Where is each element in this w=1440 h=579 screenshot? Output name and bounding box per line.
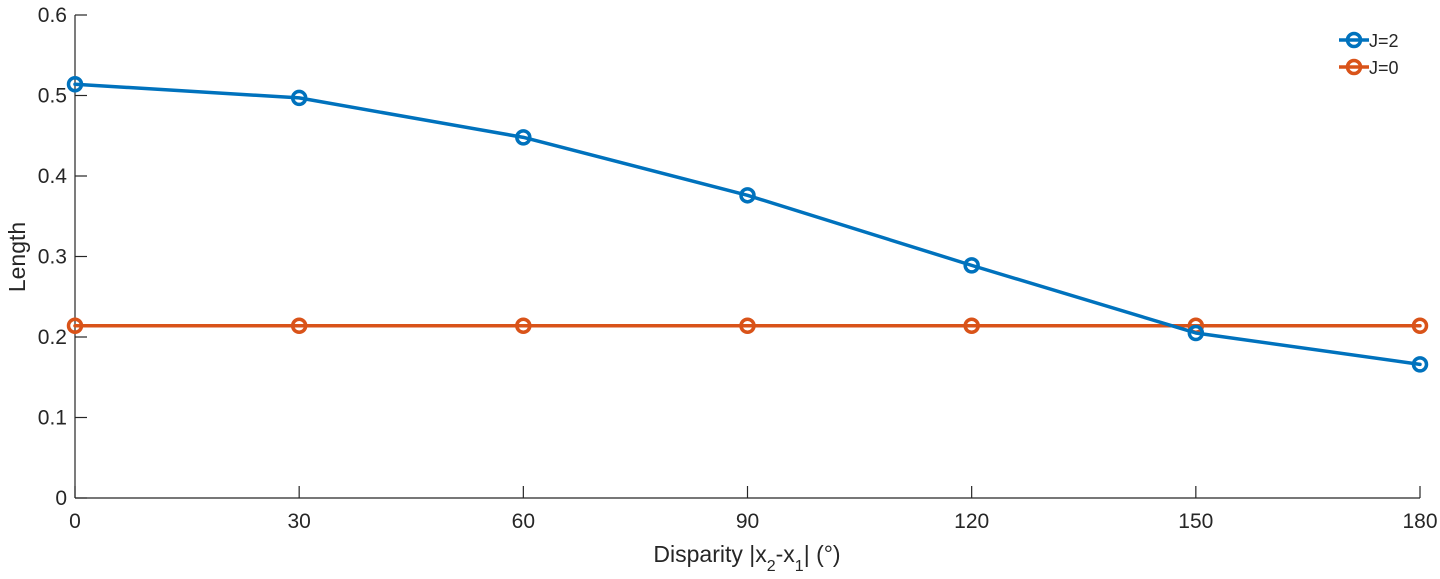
x-axis-title-suffix: | (°) bbox=[804, 541, 841, 567]
y-tick-label: 0.6 bbox=[38, 4, 67, 27]
x-tick-label: 90 bbox=[736, 510, 759, 533]
data-point bbox=[66, 75, 84, 93]
y-tick-label: 0 bbox=[55, 487, 67, 510]
y-axis-title: Length bbox=[4, 222, 30, 292]
x-axis-title-sub-2: 1 bbox=[795, 558, 804, 575]
axes: 0 0.1 0.2 0.3 0.4 0.5 0.6 0 30 60 90 120 150 180 bbox=[38, 4, 1438, 533]
x-tick-label: 150 bbox=[1178, 510, 1213, 533]
series-line bbox=[73, 82, 1422, 367]
x-tick-label: 30 bbox=[287, 510, 310, 533]
data-point bbox=[739, 317, 756, 334]
data-point bbox=[1411, 317, 1429, 334]
data-point bbox=[66, 317, 84, 334]
data-point bbox=[290, 317, 308, 334]
data-point bbox=[739, 187, 756, 204]
legend-item: J=0 bbox=[1339, 58, 1399, 78]
data-point bbox=[963, 257, 980, 274]
data-point bbox=[1187, 324, 1205, 342]
data-point bbox=[963, 317, 980, 334]
data-point bbox=[290, 89, 308, 107]
x-tick-label: 60 bbox=[512, 510, 535, 533]
legend-swatch-marker bbox=[1345, 31, 1363, 49]
plot-series bbox=[66, 75, 1429, 373]
y-tick-label: 0.3 bbox=[38, 246, 67, 269]
legend-swatch-marker bbox=[1345, 58, 1363, 76]
legend: J=2J=0 bbox=[1339, 31, 1399, 78]
data-point bbox=[515, 317, 532, 334]
data-point bbox=[1411, 356, 1429, 373]
x-axis-title: Disparity |x2-x1| (°) bbox=[653, 541, 840, 575]
legend-item: J=2 bbox=[1339, 31, 1399, 51]
x-tick-label: 120 bbox=[954, 510, 989, 533]
y-tick-label: 0.5 bbox=[38, 85, 67, 108]
y-tick-label: 0.2 bbox=[38, 326, 67, 349]
x-tick-label: 0 bbox=[69, 510, 81, 533]
y-tick-label: 0.4 bbox=[38, 165, 68, 188]
data-point bbox=[515, 129, 532, 146]
series-J=2 bbox=[66, 75, 1429, 373]
x-axis-title-mid: -x bbox=[776, 541, 796, 567]
y-tick-label: 0.1 bbox=[38, 407, 67, 430]
x-tick-label: 180 bbox=[1402, 510, 1437, 533]
x-axis-title-sub-1: 2 bbox=[767, 558, 776, 575]
x-axis-title-prefix: Disparity |x bbox=[653, 541, 767, 567]
legend-label: J=0 bbox=[1369, 58, 1399, 78]
legend-label: J=2 bbox=[1369, 31, 1399, 51]
series-J=0 bbox=[66, 317, 1429, 334]
